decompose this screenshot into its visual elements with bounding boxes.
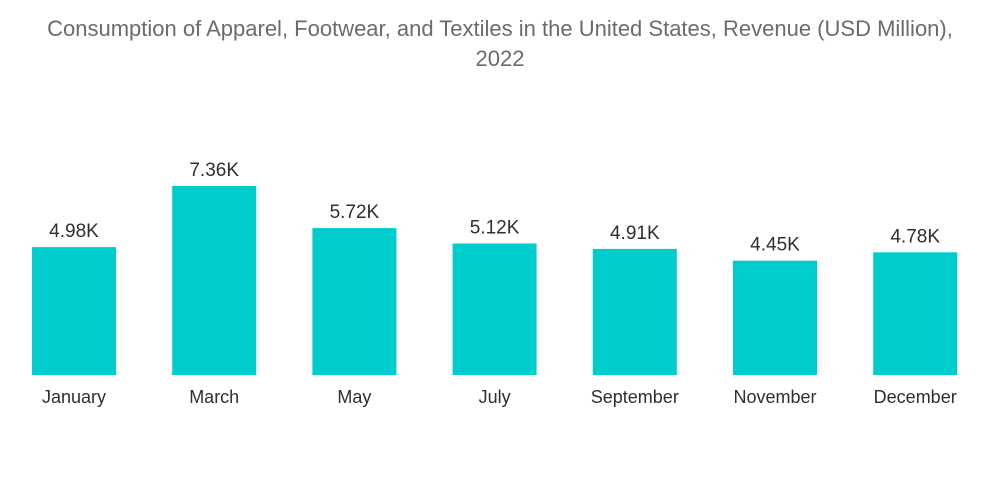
data-label-march: 7.36K: [189, 160, 239, 181]
x-tick-label-july: July: [479, 387, 511, 407]
x-tick-label-september: September: [591, 387, 679, 407]
data-label-may: 5.72K: [330, 202, 380, 223]
x-tick-label-may: May: [337, 387, 371, 407]
chart-title-line-1: Consumption of Apparel, Footwear, and Te…: [47, 16, 953, 41]
bar-march: [172, 186, 257, 375]
x-tick-labels-group: January March May July September November Dece…: [42, 387, 957, 407]
data-label-january: 4.98K: [49, 221, 99, 242]
x-tick-label-december: December: [874, 387, 957, 407]
bar-july: [452, 243, 537, 375]
x-tick-label-november: November: [733, 387, 816, 407]
bar-january: [32, 247, 116, 375]
bars-group: [32, 186, 958, 375]
data-label-july: 5.12K: [470, 218, 520, 239]
bar-september: [592, 248, 677, 375]
data-label-december: 4.78K: [890, 226, 940, 247]
bar-december: [873, 252, 958, 375]
chart-title-line-2: 2022: [475, 46, 525, 71]
x-tick-label-march: March: [189, 387, 239, 407]
bar-november: [733, 260, 817, 375]
data-labels-group: 4.98K 7.36K 5.72K 5.12K 4.91K 4.45K 4.78K: [49, 160, 940, 256]
data-label-september: 4.91K: [610, 223, 660, 244]
data-label-november: 4.45K: [750, 235, 800, 256]
chart-title: Consumption of Apparel, Footwear, and Te…: [0, 14, 1000, 74]
bar-may: [312, 228, 397, 375]
x-tick-label-january: January: [42, 387, 106, 407]
